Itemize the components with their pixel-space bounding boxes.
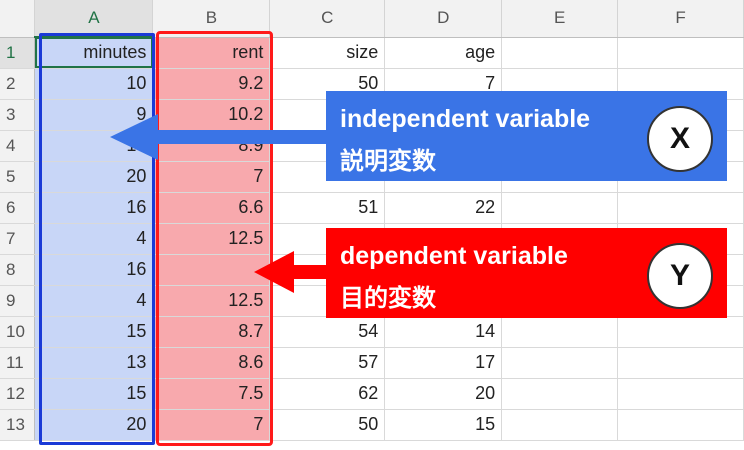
cell-e11[interactable] [501,347,619,379]
column-header-d[interactable]: D [384,0,503,38]
cell-b11[interactable]: 8.6 [152,347,271,379]
column-header-c[interactable]: C [269,0,386,38]
cell-e13[interactable] [501,409,619,441]
y-symbol-badge: Y [647,243,713,309]
column-header-a[interactable]: A [34,0,154,38]
column-header-row: A B C D E F [0,0,744,38]
cell-b9[interactable]: 12.5 [152,285,271,317]
x-symbol-badge: X [647,106,713,172]
table-row: 11 13 8.6 57 17 [0,347,744,379]
cell-c6[interactable]: 51 [269,192,386,224]
cell-c13[interactable]: 50 [269,409,386,441]
cell-d11[interactable]: 17 [384,347,503,379]
cell-f13[interactable] [617,409,744,441]
dependent-variable-callout: dependent variable 目的変数 Y [326,228,727,318]
cell-e10[interactable] [501,316,619,348]
column-header-b[interactable]: B [152,0,271,38]
cell-b2[interactable]: 9.2 [152,68,271,100]
cell-a4[interactable]: 15 [34,130,154,162]
row-header[interactable]: 4 [0,130,36,162]
cell-a7[interactable]: 4 [34,223,154,255]
cell-b10[interactable]: 8.7 [152,316,271,348]
cell-a10[interactable]: 15 [34,316,154,348]
cell-a6[interactable]: 16 [34,192,154,224]
cell-f10[interactable] [617,316,744,348]
row-header[interactable]: 6 [0,192,36,224]
cell-b1[interactable]: rent [152,37,271,69]
cell-a13[interactable]: 20 [34,409,154,441]
cell-d12[interactable]: 20 [384,378,503,410]
row-header[interactable]: 3 [0,99,36,131]
cell-a5[interactable]: 20 [34,161,154,193]
cell-f12[interactable] [617,378,744,410]
cell-e1[interactable] [501,37,619,69]
cell-a1[interactable]: minutes [34,37,154,69]
callout-x-english: independent variable [340,105,591,133]
row-header[interactable]: 8 [0,254,36,286]
cell-c1[interactable]: size [269,37,386,69]
cell-b12[interactable]: 7.5 [152,378,271,410]
table-row: 12 15 7.5 62 20 [0,378,744,410]
row-header[interactable]: 1 [0,37,36,69]
row-header[interactable]: 9 [0,285,36,317]
cell-b7[interactable]: 12.5 [152,223,271,255]
cell-c10[interactable]: 54 [269,316,386,348]
row-header[interactable]: 13 [0,409,36,441]
cell-d13[interactable]: 15 [384,409,503,441]
callout-y-japanese: 目的変数 [340,284,436,312]
table-row: 6 16 6.6 51 22 [0,192,744,224]
callout-y-english: dependent variable [340,242,568,270]
cell-a11[interactable]: 13 [34,347,154,379]
cell-a8[interactable]: 16 [34,254,154,286]
callout-x-japanese: 説明変数 [340,147,436,175]
table-row: 10 15 8.7 54 14 [0,316,744,348]
cell-c12[interactable]: 62 [269,378,386,410]
cell-d6[interactable]: 22 [384,192,503,224]
row-header[interactable]: 5 [0,161,36,193]
row-header[interactable]: 11 [0,347,36,379]
cell-b6[interactable]: 6.6 [152,192,271,224]
cell-a12[interactable]: 15 [34,378,154,410]
column-header-e[interactable]: E [501,0,619,38]
row-header[interactable]: 7 [0,223,36,255]
cell-f6[interactable] [617,192,744,224]
independent-variable-callout: independent variable 説明変数 X [326,91,727,181]
cell-d1[interactable]: age [384,37,503,69]
select-all-corner[interactable] [0,0,36,38]
cell-b13[interactable]: 7 [152,409,271,441]
cell-e6[interactable] [501,192,619,224]
row-header[interactable]: 2 [0,68,36,100]
cell-d10[interactable]: 14 [384,316,503,348]
cell-b4[interactable]: 8.9 [152,130,271,162]
column-header-f[interactable]: F [617,0,744,38]
cell-f1[interactable] [617,37,744,69]
table-row: 1 minutes rent size age [0,37,744,69]
cell-a3[interactable]: 9 [34,99,154,131]
cell-f11[interactable] [617,347,744,379]
cell-b8[interactable] [152,254,271,286]
cell-b3[interactable]: 10.2 [152,99,271,131]
cell-c11[interactable]: 57 [269,347,386,379]
cell-a2[interactable]: 10 [34,68,154,100]
row-header[interactable]: 12 [0,378,36,410]
table-row: 13 20 7 50 15 [0,409,744,441]
cell-b5[interactable]: 7 [152,161,271,193]
cell-e12[interactable] [501,378,619,410]
cell-a9[interactable]: 4 [34,285,154,317]
row-header[interactable]: 10 [0,316,36,348]
